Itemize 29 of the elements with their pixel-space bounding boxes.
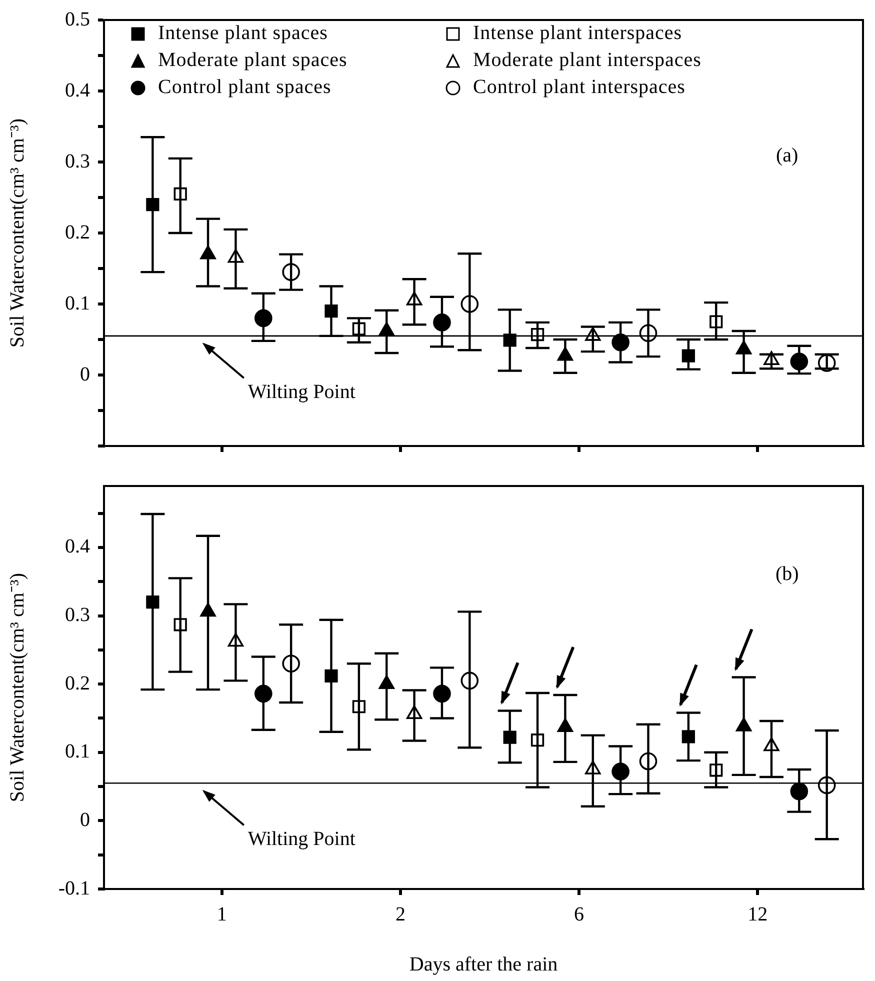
x-tick-label: 6 bbox=[574, 903, 584, 926]
legend-label: Moderate plant spaces bbox=[158, 49, 348, 72]
x-axis-title: Days after the rain bbox=[409, 953, 558, 976]
legend-label: Intense plant interspaces bbox=[473, 22, 682, 45]
y-tick-label: 0 bbox=[80, 808, 90, 831]
legend-label: Control plant interspaces bbox=[473, 76, 686, 99]
y-tick-label: 0.1 bbox=[65, 292, 90, 314]
y-tick-label: -0.1 bbox=[58, 877, 90, 900]
ref-line-label: Wilting Point bbox=[248, 380, 356, 403]
y-tick-label: 0.4 bbox=[65, 536, 90, 558]
y-tick-label: 0.1 bbox=[65, 740, 90, 763]
annotation: (b) bbox=[775, 562, 799, 585]
y-tick-label: 0.5 bbox=[65, 8, 90, 30]
x-tick-label: 2 bbox=[395, 903, 406, 926]
y-tick-label: 0.3 bbox=[65, 150, 90, 172]
y-tick-label: 0.4 bbox=[65, 79, 90, 102]
y-tick-label: 0 bbox=[80, 363, 90, 386]
ref-line-label: Wilting Point bbox=[248, 828, 356, 850]
y-tick-label: 0.2 bbox=[65, 221, 90, 244]
y-axis-title: Soil Watercontent(cm³ cm⁻³) bbox=[6, 118, 28, 348]
legend-label: Intense plant spaces bbox=[158, 22, 328, 45]
x-tick-label: 1 bbox=[216, 903, 227, 926]
annotation: (a) bbox=[776, 144, 798, 167]
legend-label: Control plant spaces bbox=[158, 76, 332, 99]
y-axis-title: Soil Watercontent(cm³ cm⁻³) bbox=[6, 572, 28, 802]
y-tick-label: 0.3 bbox=[65, 604, 90, 626]
y-tick-label: 0.2 bbox=[65, 672, 90, 694]
legend-label: Moderate plant interspaces bbox=[473, 49, 702, 72]
x-tick-label: 12 bbox=[748, 903, 768, 926]
